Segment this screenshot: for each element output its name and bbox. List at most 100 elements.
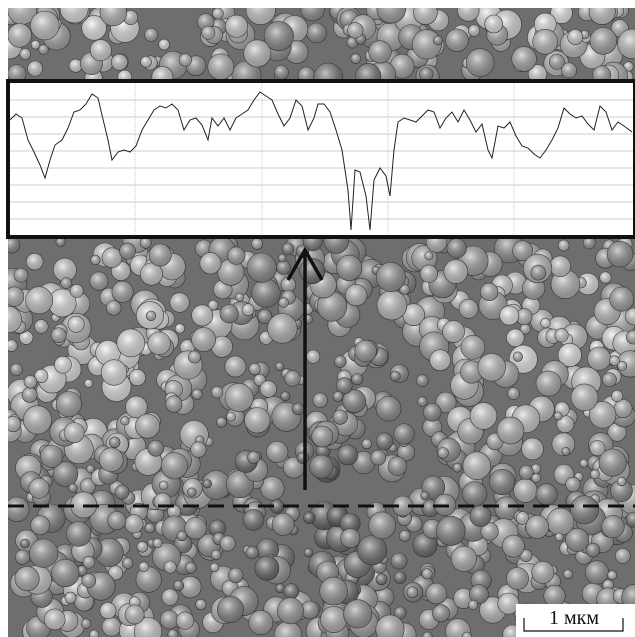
grain-shading — [550, 8, 573, 24]
grain-shading — [80, 478, 96, 494]
grain-shading — [393, 423, 415, 445]
grain-shading — [129, 369, 146, 386]
grain-shading — [51, 327, 67, 343]
grain-shading — [394, 606, 407, 619]
grain-shading — [607, 422, 627, 442]
grain-shading — [598, 448, 627, 477]
grain-shading — [419, 67, 434, 82]
grain-shading — [311, 425, 333, 448]
grain-shading — [521, 437, 544, 460]
grain-shading — [14, 566, 40, 591]
grain-shading — [109, 436, 121, 448]
grain-shading — [477, 353, 506, 382]
grain-shading — [506, 328, 525, 347]
grain-shading — [429, 349, 451, 371]
grain-shading — [220, 535, 236, 552]
grain-shading — [368, 40, 392, 64]
grain-shading — [228, 568, 244, 583]
scale-bar-line — [523, 618, 624, 632]
grain-shading — [84, 379, 93, 388]
grain-shading — [377, 290, 407, 321]
grain-shading — [543, 585, 566, 607]
grain-shading — [217, 596, 244, 623]
grain-shading — [167, 629, 178, 637]
grain-shading — [416, 374, 429, 387]
grain-shading — [244, 407, 271, 434]
grain-shading — [60, 8, 89, 23]
grain-shading — [420, 491, 429, 500]
grain-shading — [34, 319, 49, 334]
grain-shading — [44, 608, 66, 630]
grain-shading — [535, 483, 558, 505]
grain-shading — [188, 350, 201, 364]
grain-shading — [470, 402, 497, 430]
grain-shading — [272, 513, 295, 536]
grain-shading — [565, 477, 581, 492]
grain-shading — [601, 515, 625, 538]
grain-shading — [278, 297, 289, 308]
grain-shading — [86, 465, 95, 473]
grain-shading — [502, 535, 525, 558]
grain-shading — [516, 511, 529, 525]
grain-shading — [361, 439, 372, 449]
grain-shading — [116, 328, 145, 357]
grain-shading — [245, 546, 259, 559]
grain-shading — [445, 618, 471, 637]
grain-shading — [175, 323, 185, 334]
grain-shading — [125, 604, 145, 625]
grain-shading — [217, 259, 244, 286]
grain-shading — [187, 487, 197, 497]
grain-shading — [77, 565, 87, 576]
grain-shading — [513, 478, 538, 503]
grain-shading — [561, 447, 571, 456]
grain-shading — [247, 451, 260, 464]
grain-shading — [243, 39, 271, 67]
grain-shading — [111, 54, 128, 71]
grain-shading — [336, 377, 353, 394]
grain-shading — [558, 343, 582, 367]
grain-shading — [531, 473, 541, 483]
grain-shading — [540, 318, 551, 328]
grain-shading — [251, 278, 281, 308]
grain-shading — [56, 391, 82, 417]
grain-shading — [556, 415, 574, 433]
grain-shading — [617, 361, 627, 371]
grain-shading — [158, 39, 170, 51]
grain-shading — [282, 242, 294, 255]
grain-shading — [90, 39, 112, 61]
grain-shading — [525, 515, 549, 539]
grain-shading — [519, 549, 533, 562]
grain-shading — [102, 247, 122, 268]
grain-shading — [306, 350, 320, 364]
scale-bar-label: 1 мкм — [549, 607, 599, 629]
grain-shading — [442, 320, 465, 343]
grain-shading — [390, 553, 408, 570]
grain-shading — [320, 606, 347, 633]
grain-shading — [480, 283, 499, 301]
grain-shading — [20, 539, 30, 549]
grain-shading — [276, 260, 291, 275]
grain-shading — [136, 541, 148, 553]
grain-shading — [161, 452, 188, 480]
grain-shading — [144, 523, 155, 534]
grain-shading — [615, 548, 631, 564]
grain-shading — [111, 281, 134, 303]
grain-shading — [345, 284, 368, 306]
grain-shading — [274, 621, 302, 637]
grain-shading — [376, 396, 402, 422]
grain-shading — [549, 54, 565, 70]
grain-shading — [81, 618, 91, 629]
grain-shading — [15, 549, 30, 565]
grain-shading — [534, 13, 557, 36]
grain-shading — [53, 461, 78, 487]
grain-shading — [609, 355, 620, 366]
grain-shading — [347, 22, 364, 39]
grain-shading — [207, 53, 234, 80]
grain-shading — [393, 571, 407, 584]
grain-shading — [412, 532, 438, 558]
grain-shading — [90, 255, 101, 265]
grain-shading — [284, 370, 301, 387]
grain-shading — [235, 293, 244, 302]
grain-shading — [124, 514, 144, 534]
grain-shading — [8, 339, 18, 352]
